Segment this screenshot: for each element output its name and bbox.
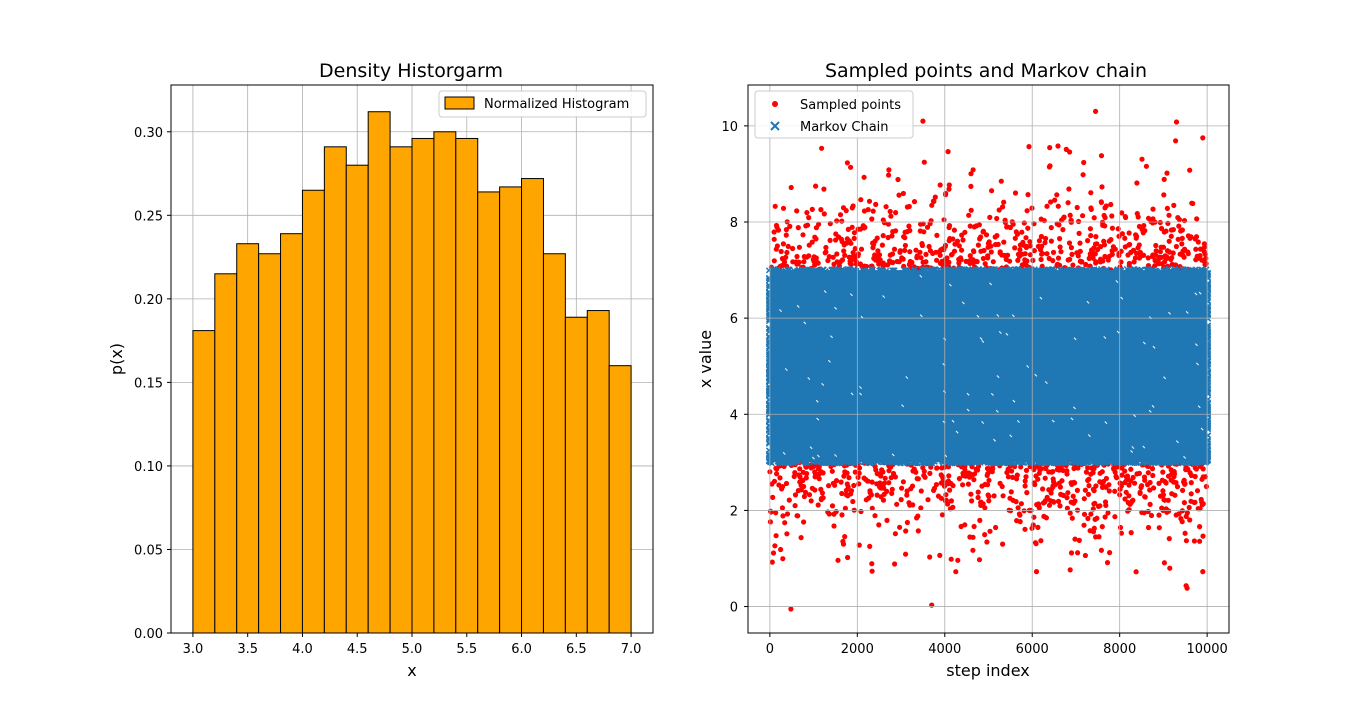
histogram-bar [192,330,216,634]
histogram-x-tick-label: 4.0 [292,642,313,657]
histogram-bar [455,137,479,634]
scatter-x-label: step index [946,661,1029,680]
histogram-bar [411,137,435,634]
scatter-axes-frame [747,84,1230,634]
histogram-bar [214,273,238,634]
histogram-y-label: p(x) [107,343,126,375]
scatter-x-tick-label: 10000 [1186,642,1227,657]
scatter-y-tick-label: 2 [730,504,738,519]
scatter-y-tick-label: 4 [730,408,738,423]
histogram-legend-swatch [444,96,475,110]
histogram-bar [367,111,391,634]
histogram-bar [477,191,501,634]
histogram-bar [564,316,588,634]
histogram-bar [301,189,325,634]
histogram-x-tick-label: 3.5 [237,642,258,657]
histogram-y-tick-label: 0.15 [134,376,163,391]
histogram-bar [389,146,413,634]
histogram-x-tick-label: 7.0 [621,642,642,657]
scatter-legend-label-sampled: Sampled points [800,98,901,113]
histogram-y-tick-label: 0.00 [134,627,163,642]
histogram-x-tick-label: 3.0 [183,642,204,657]
histogram-x-tick-label: 5.0 [402,642,423,657]
histogram-title: Density Historgarm [319,60,503,82]
scatter-x-tick-label: 0 [766,642,774,657]
histogram-bar [499,186,523,634]
histogram-bar [280,233,303,634]
scatter-panel: Sampled points and Markov chain 0 2000 400… [696,60,1230,680]
histogram-bar [433,131,457,634]
scatter-grid [748,85,1229,633]
sampled-points-series [767,108,1210,612]
histogram-panel: Density Historgarm 3.0 3.5 4.0 4.5 5.0 5.5 6.0… [107,60,654,680]
histogram-bar [521,178,544,634]
histogram-x-label: x [407,661,416,680]
scatter-x-ticks: 0 2000 4000 6000 8000 10000 [766,633,1228,657]
histogram-y-tick-label: 0.05 [134,543,163,558]
scatter-legend-box [754,90,914,139]
histogram-x-tick-label: 5.5 [456,642,477,657]
scatter-title: Sampled points and Markov chain [825,60,1147,82]
scatter-points [765,108,1212,612]
histogram-x-tick-label: 6.0 [511,642,532,657]
histogram-legend-box [438,90,647,118]
histogram-y-tick-label: 0.10 [134,460,163,475]
markov-chain-band [769,270,1208,463]
scatter-x-tick-label: 2000 [841,642,874,657]
scatter-y-tick-label: 6 [730,312,738,327]
histogram-x-ticks: 3.0 3.5 4.0 4.5 5.0 5.5 6.0 6.5 7.0 [183,633,642,657]
scatter-legend-marker-sampled [772,101,778,107]
histogram-y-ticks: 0.00 0.05 0.10 0.15 0.20 0.25 0.30 [134,126,171,642]
histogram-legend-label: Normalized Histogram [484,97,629,112]
scatter-x-tick-label: 6000 [1016,642,1049,657]
histogram-y-tick-label: 0.20 [134,293,163,308]
histogram-bar [586,310,610,634]
scatter-x-tick-label: 4000 [928,642,961,657]
histogram-bar [345,164,369,634]
scatter-y-label: x value [696,330,715,388]
histogram-y-tick-label: 0.25 [134,209,163,224]
histogram-bar [323,146,347,634]
histogram-legend: Normalized Histogram [438,90,647,118]
scatter-legend-label-chain: Markov Chain [800,120,889,135]
scatter-legend-marker-chain [770,121,780,131]
histogram-x-tick-label: 4.5 [347,642,368,657]
histogram-bar [258,253,282,634]
histogram-x-tick-label: 6.5 [566,642,587,657]
histogram-bar [542,253,566,634]
histogram-bars [192,111,632,634]
scatter-y-tick-label: 8 [730,216,738,231]
histogram-bar [236,243,260,634]
scatter-y-ticks: 0 2 4 6 8 10 [721,120,748,616]
histogram-bar [608,365,632,634]
scatter-x-tick-label: 8000 [1103,642,1136,657]
markov-chain-series [765,265,1212,467]
scatter-legend: Sampled points Markov Chain [754,90,914,139]
scatter-y-tick-label: 10 [721,120,738,135]
histogram-y-tick-label: 0.30 [134,126,163,141]
scatter-y-tick-label: 0 [730,601,738,616]
